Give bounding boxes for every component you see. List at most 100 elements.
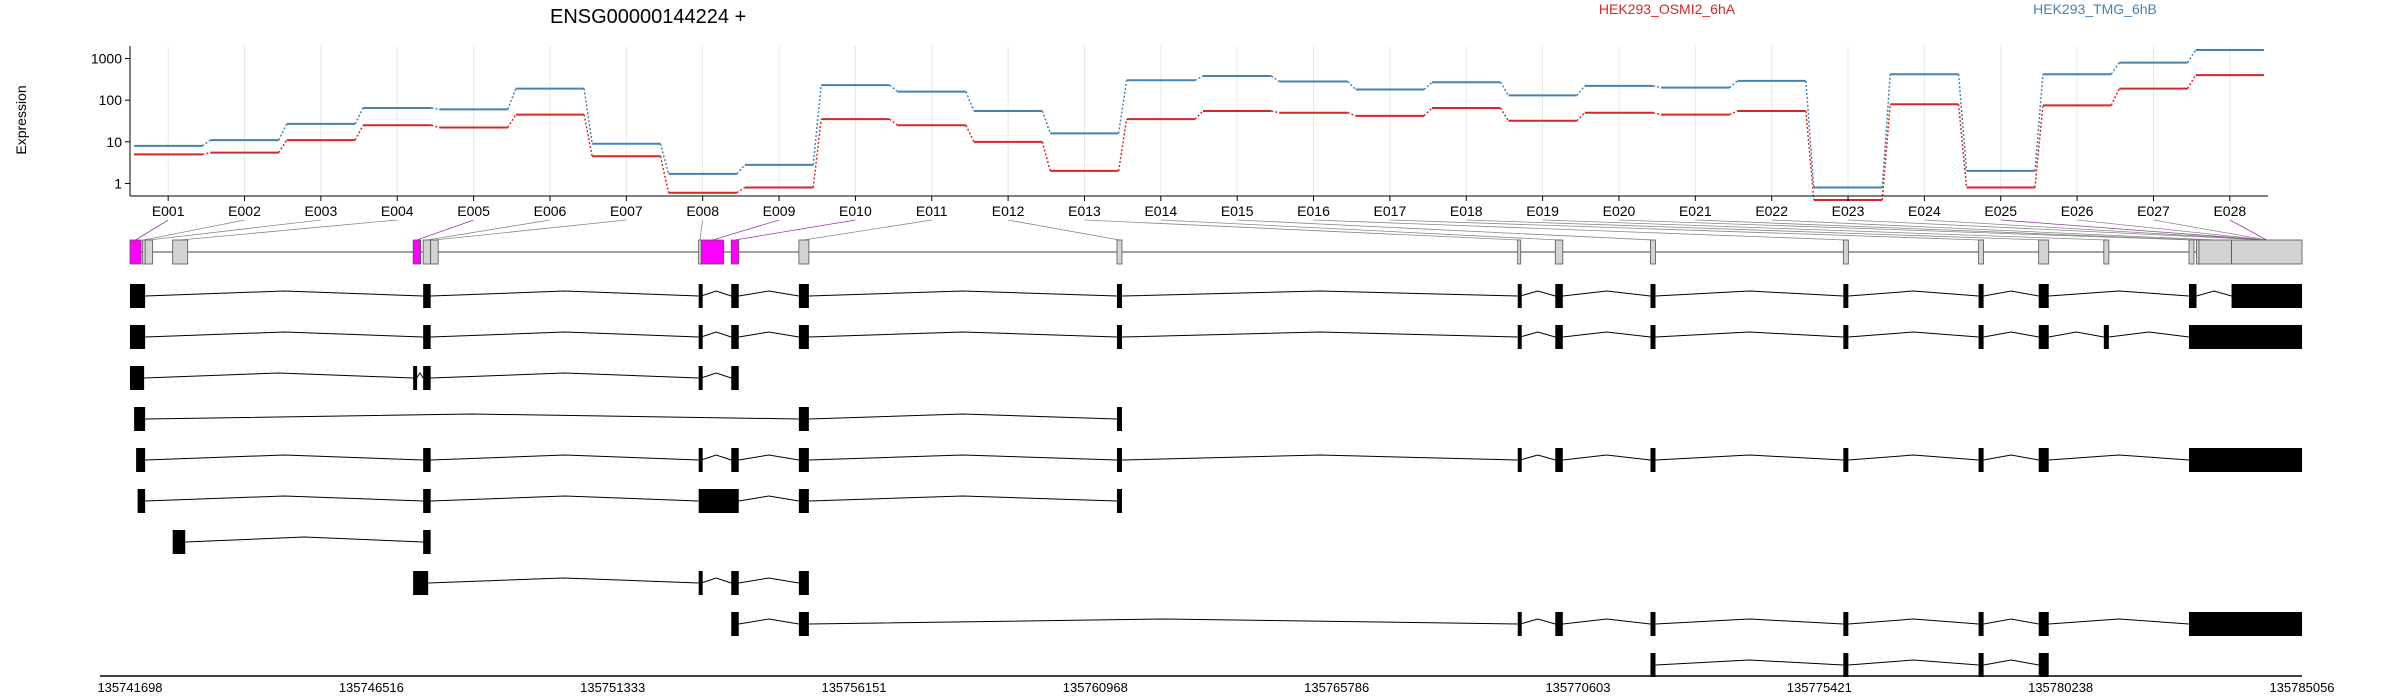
- x-tick-label-E019: E019: [1526, 203, 1559, 219]
- intron-line: [808, 290, 1117, 297]
- x-tick-label-E025: E025: [1984, 203, 2017, 219]
- intron-line: [1848, 618, 1979, 625]
- exon-connector-E021: [1695, 219, 2198, 241]
- x-tick-label-E023: E023: [1832, 203, 1865, 219]
- intron-line: [1983, 659, 2039, 666]
- exon-block: [1555, 448, 1563, 472]
- x-tick-label-E002: E002: [228, 203, 261, 219]
- data-connector: [583, 88, 593, 144]
- exon-block: [423, 366, 431, 390]
- transcript-2: [130, 325, 2302, 349]
- gene-model-exon-E005: [412, 239, 422, 265]
- data-connector: [507, 114, 517, 128]
- intron-line: [1520, 290, 1556, 297]
- transcript-4: [134, 407, 1122, 431]
- intron-line: [145, 331, 424, 338]
- x-tick-label-E024: E024: [1908, 203, 1941, 219]
- exon-connector-E020: [1618, 219, 2192, 241]
- exon-connector-E004: [180, 219, 398, 241]
- exon-connector-E028: [2229, 219, 2267, 241]
- intron-line: [738, 331, 799, 338]
- intron-line: [1520, 618, 1556, 625]
- intron-line: [1848, 454, 1979, 461]
- intron-line: [145, 413, 799, 420]
- x-tick-label-E027: E027: [2137, 203, 2170, 219]
- data-connector: [1957, 74, 1968, 171]
- exon-block: [2038, 612, 2049, 636]
- intron-line: [1655, 659, 1844, 666]
- exon-block: [1116, 284, 1122, 308]
- data-connector: [659, 156, 670, 193]
- intron-line: [701, 290, 732, 297]
- exon-connector-E027: [2153, 219, 2267, 241]
- x-tick-label-E003: E003: [305, 203, 338, 219]
- data-connector: [1729, 80, 1738, 89]
- gene-model-exon-E006: [422, 239, 432, 265]
- exon-block: [2188, 448, 2302, 472]
- exon-block: [1650, 448, 1656, 472]
- x-tick-label-E006: E006: [534, 203, 567, 219]
- x-tick-label-E028: E028: [2213, 203, 2246, 219]
- exon-block: [1650, 612, 1656, 636]
- chart-title: ENSG00000144224 +: [550, 6, 746, 28]
- transcript-3: [130, 366, 739, 390]
- exon-connector-E025: [2000, 219, 2267, 241]
- exon-connector-E009: [712, 219, 780, 241]
- y-tick-label: 1000: [91, 51, 122, 67]
- intron-line: [430, 290, 699, 297]
- exon-block: [798, 612, 809, 636]
- genomic-tick-label: 135765786: [1304, 680, 1369, 695]
- intron-line: [701, 331, 732, 338]
- data-connector: [2034, 74, 2044, 171]
- intron-line: [738, 495, 799, 502]
- exon-block: [1517, 284, 1522, 308]
- data-connector: [278, 139, 288, 154]
- exon-connector-E015: [1237, 219, 1653, 241]
- exon-block: [1843, 325, 1849, 349]
- exon-block: [423, 325, 431, 349]
- exon-block: [2188, 284, 2197, 308]
- exon-block: [798, 407, 809, 431]
- y-tick-label: 100: [99, 92, 123, 108]
- exon-block: [423, 448, 431, 472]
- exon-connector-E013: [1084, 219, 1519, 241]
- exon-block: [2231, 284, 2302, 308]
- data-connector: [431, 107, 440, 111]
- x-tick-label-E013: E013: [1068, 203, 1101, 219]
- transcript-5: [136, 448, 2302, 472]
- transcript-9: [731, 612, 2302, 636]
- exon-block: [731, 448, 739, 472]
- exon-connector-E024: [1924, 219, 2267, 241]
- data-connector: [2110, 88, 2120, 106]
- exon-connector-E005: [416, 219, 474, 241]
- intron-line: [1983, 331, 2039, 338]
- exon-block: [798, 448, 809, 472]
- data-connector: [1576, 85, 1586, 96]
- intron-line: [808, 331, 1117, 338]
- expression-series: [134, 49, 2264, 202]
- gene-model-exon-E016: [1842, 239, 1849, 265]
- data-connector: [736, 186, 746, 194]
- intron-line: [416, 372, 424, 379]
- exon-block: [731, 325, 739, 349]
- transcript-8: [413, 571, 809, 595]
- x-tick-label-E005: E005: [457, 203, 490, 219]
- data-connector: [431, 124, 440, 129]
- exon-block: [2038, 653, 2049, 677]
- exon-block: [1650, 284, 1656, 308]
- intron-line: [2196, 290, 2232, 297]
- data-connector: [1041, 110, 1051, 134]
- x-tick-label-E012: E012: [992, 203, 1025, 219]
- gene-model-exon-E001: [129, 239, 142, 265]
- data-connector: [2110, 62, 2120, 75]
- data-connector: [202, 151, 211, 156]
- exon-block: [2188, 325, 2302, 349]
- exon-block: [1116, 489, 1122, 513]
- exon-connector-E019: [1542, 219, 2107, 241]
- exon-block: [2038, 448, 2049, 472]
- exon-block: [136, 448, 146, 472]
- intron-line: [808, 413, 1117, 420]
- exon-block: [130, 284, 146, 308]
- legend-series-2: HEK293_TMG_6hB: [2033, 1, 2157, 17]
- intron-line: [1121, 454, 1518, 461]
